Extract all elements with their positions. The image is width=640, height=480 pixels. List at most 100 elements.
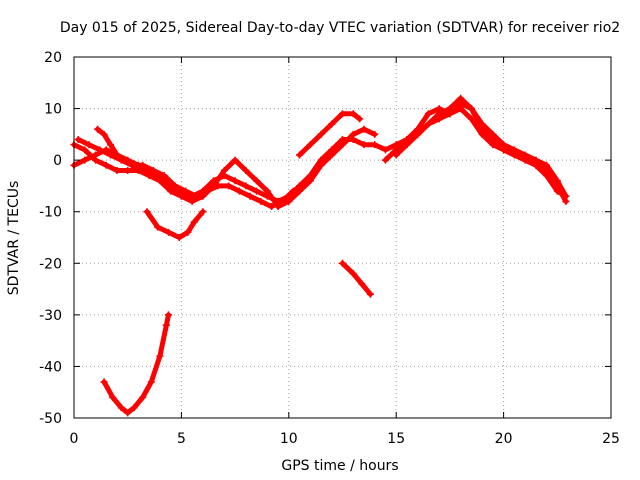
data-point (306, 177, 314, 185)
data-point (156, 352, 164, 360)
data-point (109, 393, 117, 401)
data-point (182, 187, 190, 195)
data-point (175, 234, 183, 241)
data-point (242, 182, 250, 190)
data-point (143, 208, 151, 216)
x-tick-label: 10 (280, 431, 298, 447)
data-point (358, 280, 366, 288)
data-point (107, 151, 115, 159)
data-point (289, 187, 297, 195)
data-point (424, 110, 432, 118)
series-line (393, 95, 569, 199)
x-axis-label: GPS time / hours (281, 458, 398, 474)
y-tick-label: -40 (39, 359, 62, 375)
data-point (220, 166, 228, 174)
y-axis-label: SDTVAR / TECUs (6, 181, 22, 296)
data-point (510, 151, 518, 159)
data-point (414, 130, 422, 138)
data-point (100, 378, 108, 386)
axis-ticks: 0 5 10 15 20 25 -50 -40 -30 -20 -10 0 10 20 (39, 50, 620, 447)
data-point (478, 125, 486, 133)
series-arc-7 (392, 94, 570, 200)
data-point (306, 141, 314, 149)
x-tick-label: 20 (495, 431, 513, 447)
x-tick-label: 15 (387, 431, 405, 447)
data-point (263, 187, 271, 195)
data-point (188, 197, 196, 205)
data-point (235, 187, 243, 195)
data-point (489, 136, 497, 144)
plot-frame (73, 56, 612, 419)
data-point (119, 156, 127, 164)
data-point (296, 187, 304, 195)
series-arc-5 (296, 110, 364, 159)
chart-title: Day 015 of 2025, Sidereal Day-to-day VTE… (60, 20, 620, 36)
y-tick-label: -10 (39, 205, 62, 221)
data-point (117, 404, 125, 412)
y-tick-label: 20 (44, 50, 62, 66)
y-tick-label: -50 (39, 411, 62, 427)
y-tick-label: 10 (44, 102, 62, 118)
data-point (107, 141, 115, 149)
series-line (71, 106, 569, 204)
data-point (392, 151, 400, 159)
data-point (102, 161, 110, 169)
data-point (317, 130, 325, 138)
data-point (81, 146, 89, 154)
data-point (246, 192, 254, 200)
x-tick-label: 0 (70, 431, 79, 447)
data-point (366, 290, 374, 298)
data-point (139, 393, 147, 401)
data-point (130, 404, 138, 412)
data-point (85, 141, 93, 149)
data-point (149, 166, 157, 174)
data-point (91, 156, 99, 164)
data-point (349, 130, 357, 138)
series-arc-10 (100, 311, 173, 417)
data-point (285, 197, 293, 205)
data-point (257, 197, 265, 205)
data-point (167, 187, 175, 195)
series-arc-4 (94, 125, 147, 174)
data-point (145, 172, 153, 180)
data-point (160, 172, 168, 180)
data-point (328, 151, 336, 159)
data-point (349, 110, 357, 118)
data-point (171, 182, 179, 190)
data-point (190, 218, 198, 226)
data-point (349, 270, 357, 278)
data-point (278, 197, 286, 205)
y-tick-label: -30 (39, 308, 62, 324)
data-point (124, 166, 132, 174)
data-point (467, 115, 475, 123)
data-point (124, 409, 132, 417)
data-point (225, 182, 233, 190)
data-point (435, 110, 443, 118)
data-point (317, 161, 325, 169)
data-point (162, 321, 170, 329)
data-point (94, 125, 102, 133)
series-line (340, 260, 373, 297)
data-point (96, 146, 104, 154)
data-point (192, 192, 200, 200)
data-point (253, 187, 261, 195)
data-point (403, 141, 411, 149)
data-point (147, 378, 155, 386)
data-point (139, 166, 147, 174)
data-point (360, 141, 368, 149)
data-point (156, 177, 164, 185)
data-point (154, 223, 162, 231)
data-point (381, 146, 389, 154)
data-point (371, 141, 379, 149)
data-point (457, 94, 465, 102)
data-point (268, 203, 276, 211)
data-series (70, 94, 570, 417)
data-point (562, 192, 570, 200)
data-point (553, 187, 561, 195)
data-point (184, 228, 192, 236)
x-tick-label: 5 (177, 431, 186, 447)
data-point (424, 120, 432, 128)
data-point (74, 136, 82, 144)
series-arc-8 (143, 208, 207, 241)
data-point (521, 156, 529, 164)
